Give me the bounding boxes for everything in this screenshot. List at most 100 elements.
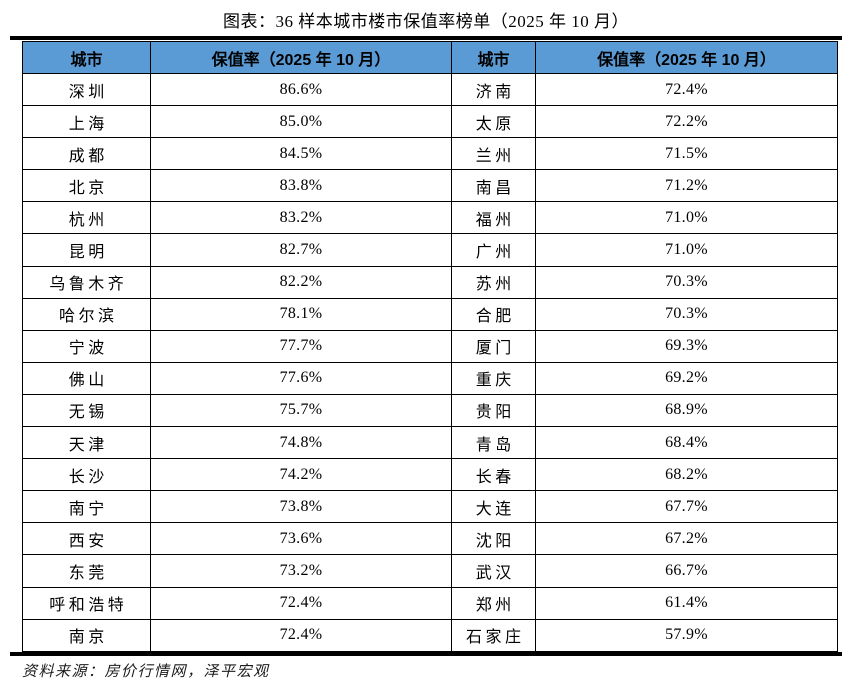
table-header-row: 城市 保值率（2025 年 10 月） 城市 保值率（2025 年 10 月）: [22, 41, 838, 74]
table-row: 哈尔滨 78.1% 合肥 70.3%: [22, 297, 838, 331]
header-city-left: 城市: [22, 41, 151, 74]
rate-cell: 84.5%: [150, 137, 452, 171]
city-cell: 天津: [22, 426, 151, 460]
table-row: 宁波 77.7% 厦门 69.3%: [22, 329, 838, 363]
table-row: 深圳 86.6% 济南 72.4%: [22, 72, 838, 107]
city-cell: 南昌: [451, 169, 536, 203]
city-cell: 上海: [22, 105, 151, 139]
rate-cell: 77.7%: [150, 329, 452, 363]
table-row: 东莞 73.2% 武汉 66.7%: [22, 554, 838, 588]
city-cell: 重庆: [451, 361, 536, 395]
city-cell: 太原: [451, 105, 536, 139]
city-cell: 哈尔滨: [22, 297, 151, 331]
table-header: 城市 保值率（2025 年 10 月） 城市 保值率（2025 年 10 月）: [22, 41, 838, 74]
rate-cell: 57.9%: [535, 618, 838, 652]
table-row: 南宁 73.8% 大连 67.7%: [22, 490, 838, 524]
city-cell: 杭州: [22, 201, 151, 235]
bottom-rule-divider: [10, 652, 842, 656]
city-cell: 青岛: [451, 426, 536, 460]
rate-cell: 71.5%: [535, 137, 838, 171]
table-body: 深圳 86.6% 济南 72.4% 上海 85.0% 太原 72.2% 成都 84.5% 兰州 71.…: [22, 72, 838, 652]
rate-cell: 83.2%: [150, 201, 452, 235]
city-cell: 合肥: [451, 297, 536, 331]
rate-cell: 83.8%: [150, 169, 452, 203]
city-cell: 成都: [22, 137, 151, 171]
table-row: 天津 74.8% 青岛 68.4%: [22, 426, 838, 460]
city-cell: 东莞: [22, 554, 151, 588]
city-cell: 无锡: [22, 393, 151, 428]
rate-cell: 67.7%: [535, 490, 838, 524]
value-retention-table: 城市 保值率（2025 年 10 月） 城市 保值率（2025 年 10 月） …: [22, 41, 838, 652]
rate-cell: 86.6%: [150, 72, 452, 107]
rate-cell: 78.1%: [150, 297, 452, 331]
table-row: 上海 85.0% 太原 72.2%: [22, 105, 838, 139]
city-cell: 长沙: [22, 458, 151, 492]
page-title: 图表：36 样本城市楼市保值率榜单（2025 年 10 月）: [223, 12, 629, 31]
source-note: 资料来源：房价行情网，泽平宏观: [22, 664, 270, 680]
city-cell: 贵阳: [451, 393, 536, 428]
city-cell: 宁波: [22, 329, 151, 363]
city-cell: 南京: [22, 618, 151, 652]
table-row: 北京 83.8% 南昌 71.2%: [22, 169, 838, 203]
header-city-right: 城市: [451, 41, 536, 74]
table-row: 杭州 83.2% 福州 71.0%: [22, 201, 838, 235]
city-cell: 佛山: [22, 361, 151, 395]
rate-cell: 67.2%: [535, 522, 838, 556]
rate-cell: 69.3%: [535, 329, 838, 363]
rate-cell: 70.3%: [535, 297, 838, 331]
table-row: 无锡 75.7% 贵阳 68.9%: [22, 393, 838, 428]
table-row: 乌鲁木齐 82.2% 苏州 70.3%: [22, 265, 838, 299]
city-cell: 武汉: [451, 554, 536, 588]
rate-cell: 72.4%: [150, 586, 452, 620]
table-row: 呼和浩特 72.4% 郑州 61.4%: [22, 586, 838, 620]
rate-cell: 66.7%: [535, 554, 838, 588]
city-cell: 深圳: [22, 72, 151, 107]
rate-cell: 71.0%: [535, 233, 838, 267]
city-cell: 呼和浩特: [22, 586, 151, 620]
rate-cell: 61.4%: [535, 586, 838, 620]
city-cell: 长春: [451, 458, 536, 492]
city-cell: 西安: [22, 522, 151, 556]
rate-cell: 71.0%: [535, 201, 838, 235]
rate-cell: 77.6%: [150, 361, 452, 395]
city-cell: 沈阳: [451, 522, 536, 556]
rate-cell: 73.6%: [150, 522, 452, 556]
rate-cell: 72.2%: [535, 105, 838, 139]
city-cell: 大连: [451, 490, 536, 524]
city-cell: 兰州: [451, 137, 536, 171]
city-cell: 济南: [451, 72, 536, 107]
city-cell: 苏州: [451, 265, 536, 299]
rate-cell: 69.2%: [535, 361, 838, 395]
city-cell: 郑州: [451, 586, 536, 620]
rate-cell: 74.2%: [150, 458, 452, 492]
rate-cell: 75.7%: [150, 393, 452, 428]
top-rule-divider: [10, 36, 842, 40]
header-rate-right: 保值率（2025 年 10 月）: [535, 41, 838, 74]
rate-cell: 74.8%: [150, 426, 452, 460]
rate-cell: 72.4%: [535, 72, 838, 107]
rate-cell: 72.4%: [150, 618, 452, 652]
header-rate-left: 保值率（2025 年 10 月）: [150, 41, 452, 74]
table-row: 南京 72.4% 石家庄 57.9%: [22, 618, 838, 652]
rate-cell: 68.2%: [535, 458, 838, 492]
city-cell: 南宁: [22, 490, 151, 524]
city-cell: 乌鲁木齐: [22, 265, 151, 299]
rate-cell: 73.8%: [150, 490, 452, 524]
rate-cell: 71.2%: [535, 169, 838, 203]
city-cell: 福州: [451, 201, 536, 235]
rate-cell: 85.0%: [150, 105, 452, 139]
rate-cell: 70.3%: [535, 265, 838, 299]
city-cell: 北京: [22, 169, 151, 203]
rate-cell: 68.4%: [535, 426, 838, 460]
rate-cell: 82.7%: [150, 233, 452, 267]
rate-cell: 82.2%: [150, 265, 452, 299]
rate-cell: 73.2%: [150, 554, 452, 588]
city-cell: 广州: [451, 233, 536, 267]
table-row: 昆明 82.7% 广州 71.0%: [22, 233, 838, 267]
city-cell: 石家庄: [451, 618, 536, 652]
table-row: 西安 73.6% 沈阳 67.2%: [22, 522, 838, 556]
rate-cell: 68.9%: [535, 393, 838, 428]
table-row: 成都 84.5% 兰州 71.5%: [22, 137, 838, 171]
city-cell: 昆明: [22, 233, 151, 267]
city-cell: 厦门: [451, 329, 536, 363]
